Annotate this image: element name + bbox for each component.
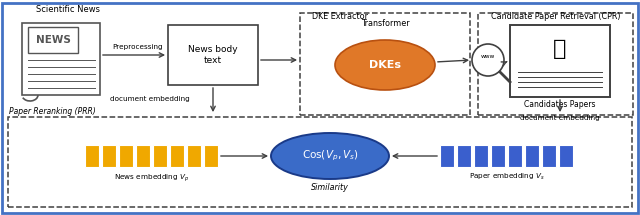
Text: Candidate Paper Retrieval (CPR): Candidate Paper Retrieval (CPR) xyxy=(492,12,621,21)
Text: Candidates Papers: Candidates Papers xyxy=(524,100,596,109)
FancyBboxPatch shape xyxy=(457,145,471,167)
FancyBboxPatch shape xyxy=(478,13,633,115)
Ellipse shape xyxy=(335,40,435,90)
FancyBboxPatch shape xyxy=(204,145,218,167)
FancyBboxPatch shape xyxy=(491,145,505,167)
FancyBboxPatch shape xyxy=(168,25,258,85)
Text: News embedding $V_p$: News embedding $V_p$ xyxy=(114,172,189,183)
Text: Paper Reranking (PRR): Paper Reranking (PRR) xyxy=(9,107,96,116)
Text: Scientific News: Scientific News xyxy=(36,5,100,14)
Text: DKEs: DKEs xyxy=(369,60,401,70)
FancyBboxPatch shape xyxy=(102,145,116,167)
FancyBboxPatch shape xyxy=(2,3,638,213)
Text: Transformer: Transformer xyxy=(361,19,410,28)
FancyBboxPatch shape xyxy=(559,145,573,167)
FancyBboxPatch shape xyxy=(136,145,150,167)
FancyBboxPatch shape xyxy=(170,145,184,167)
Text: Similarity: Similarity xyxy=(311,183,349,192)
FancyBboxPatch shape xyxy=(510,25,610,97)
FancyBboxPatch shape xyxy=(474,145,488,167)
Text: www: www xyxy=(481,54,495,60)
FancyBboxPatch shape xyxy=(508,145,522,167)
Text: News body
text: News body text xyxy=(188,45,238,65)
Text: 🎓: 🎓 xyxy=(554,39,566,59)
FancyBboxPatch shape xyxy=(542,145,556,167)
Text: document embedding: document embedding xyxy=(110,96,190,102)
Text: Preprocessing: Preprocessing xyxy=(113,44,163,50)
FancyBboxPatch shape xyxy=(22,23,100,95)
Text: Paper embedding $V_s$: Paper embedding $V_s$ xyxy=(468,172,545,182)
FancyBboxPatch shape xyxy=(28,27,78,53)
FancyBboxPatch shape xyxy=(153,145,167,167)
Text: $\mathrm{Cos}(V_p, V_s)$: $\mathrm{Cos}(V_p, V_s)$ xyxy=(301,149,358,163)
Text: NEWS: NEWS xyxy=(36,35,70,45)
Ellipse shape xyxy=(472,44,504,76)
FancyBboxPatch shape xyxy=(8,117,632,207)
Ellipse shape xyxy=(271,133,389,179)
Text: document embedding: document embedding xyxy=(520,115,600,121)
FancyBboxPatch shape xyxy=(187,145,201,167)
FancyBboxPatch shape xyxy=(440,145,454,167)
FancyBboxPatch shape xyxy=(119,145,133,167)
Text: DKE Extractor: DKE Extractor xyxy=(312,12,368,21)
FancyBboxPatch shape xyxy=(300,13,470,115)
FancyBboxPatch shape xyxy=(525,145,539,167)
FancyBboxPatch shape xyxy=(85,145,99,167)
